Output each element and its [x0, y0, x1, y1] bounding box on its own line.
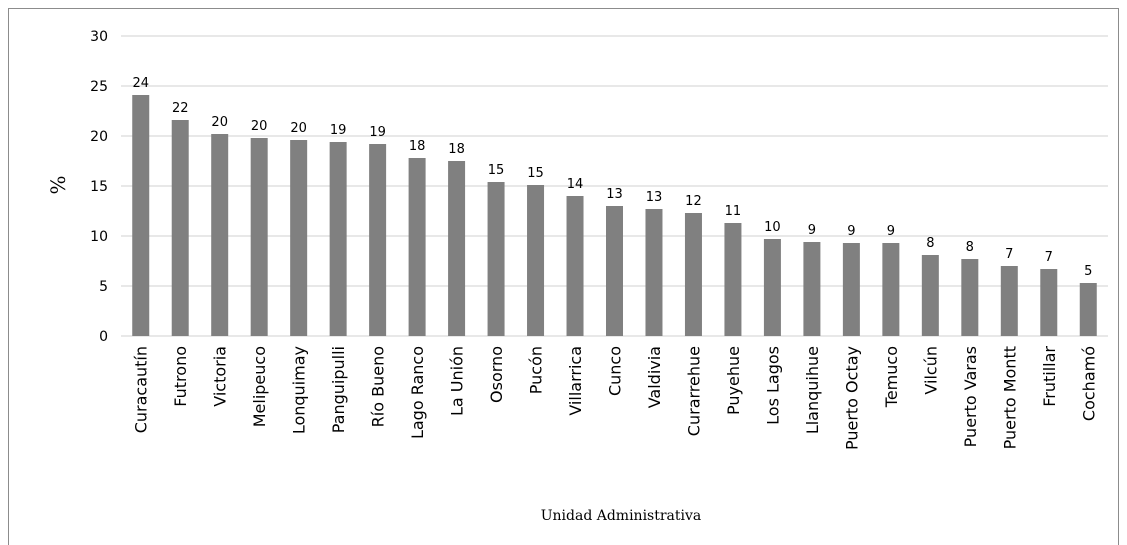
bar [211, 134, 229, 336]
x-tick-labels: Curacautín Futrono Victoria Melipeuco Lonqui… [132, 346, 1099, 450]
bar [606, 206, 623, 336]
category-label: Río Bueno [369, 346, 388, 427]
bar [1040, 269, 1058, 336]
category-label: Puyehue [724, 346, 743, 415]
bar [842, 243, 860, 336]
data-label: 8 [966, 240, 974, 255]
data-label: 20 [290, 121, 307, 136]
data-label: 8 [926, 236, 934, 251]
category-label: Los Lagos [763, 346, 782, 425]
category-label: Temuco [882, 346, 901, 408]
bar [803, 242, 821, 336]
bar [290, 140, 308, 336]
data-label: 13 [646, 190, 663, 205]
data-labels: 24 22 20 20 20 19 19 18 18 15 15 14 13 13 12 11 10 9 9 9 8 8 7… [132, 76, 1092, 279]
category-label: Frutillar [1040, 346, 1059, 407]
bar [487, 182, 505, 336]
data-label: 24 [132, 76, 149, 91]
bar [724, 223, 742, 336]
x-axis-title: Unidad Administrativa [541, 508, 702, 524]
bar [921, 255, 939, 336]
category-label: Puerto Varas [961, 346, 980, 447]
y-tick-label: 20 [90, 129, 108, 145]
bar [329, 142, 347, 336]
category-label: Puerto Montt [1000, 346, 1019, 449]
data-label: 7 [1005, 247, 1013, 262]
data-label: 18 [448, 142, 465, 157]
data-label: 20 [211, 115, 228, 130]
bar [369, 144, 387, 336]
y-tick-label: 30 [90, 29, 108, 45]
data-label: 5 [1084, 264, 1092, 279]
data-label: 19 [369, 125, 386, 140]
category-label: Llanquihue [803, 346, 822, 434]
category-label: Victoria [211, 346, 230, 407]
data-label: 19 [330, 123, 347, 138]
bar [132, 95, 150, 336]
bar [882, 243, 900, 336]
category-label: Osorno [487, 346, 506, 403]
category-label: Curacautín [132, 346, 151, 433]
data-label: 14 [567, 177, 584, 192]
data-label: 18 [409, 139, 426, 154]
category-label: Pucón [527, 346, 546, 394]
data-label: 10 [764, 220, 781, 235]
y-tick-label: 10 [90, 229, 108, 245]
data-label: 11 [725, 204, 742, 219]
data-label: 9 [847, 224, 855, 239]
data-label: 15 [488, 163, 505, 178]
bar [763, 239, 781, 336]
bar [171, 120, 189, 336]
category-label: Vilcún [921, 346, 940, 395]
bar [448, 161, 466, 336]
y-tick-labels: 0 5 10 15 20 25 30 [90, 29, 108, 345]
category-label: Lago Ranco [408, 346, 427, 439]
y-tick-label: 25 [90, 79, 108, 95]
category-label: Cochamó [1079, 346, 1098, 421]
data-label: 15 [527, 166, 544, 181]
data-label: 12 [685, 194, 702, 209]
data-label: 9 [887, 224, 895, 239]
category-label: Futrono [171, 346, 190, 407]
category-label: Puerto Octay [842, 346, 861, 450]
y-tick-label: 0 [99, 329, 108, 345]
y-axis-title: % [46, 175, 70, 194]
bar [408, 158, 426, 336]
category-label: Melipeuco [250, 346, 269, 427]
bar [684, 213, 702, 336]
bar [566, 196, 584, 336]
bars [132, 95, 1097, 336]
y-tick-label: 15 [90, 179, 108, 195]
category-label: Curarrehue [684, 346, 703, 436]
category-label: Lonquimay [290, 346, 309, 434]
bar [645, 209, 663, 336]
bar [250, 138, 268, 336]
category-label: Cunco [606, 346, 625, 396]
data-label: 13 [606, 187, 623, 202]
bar [961, 259, 979, 336]
y-tick-label: 5 [99, 279, 108, 295]
category-label: Villarrica [566, 346, 585, 416]
bar [1000, 266, 1018, 336]
data-label: 7 [1045, 250, 1053, 265]
data-label: 9 [808, 223, 816, 238]
data-label: 22 [172, 101, 189, 116]
data-label: 20 [251, 119, 268, 134]
bar [1079, 283, 1097, 336]
category-label: La Unión [448, 346, 467, 416]
bar [527, 185, 545, 336]
category-label: Panguipulli [329, 346, 348, 433]
category-label: Valdivia [645, 346, 664, 408]
